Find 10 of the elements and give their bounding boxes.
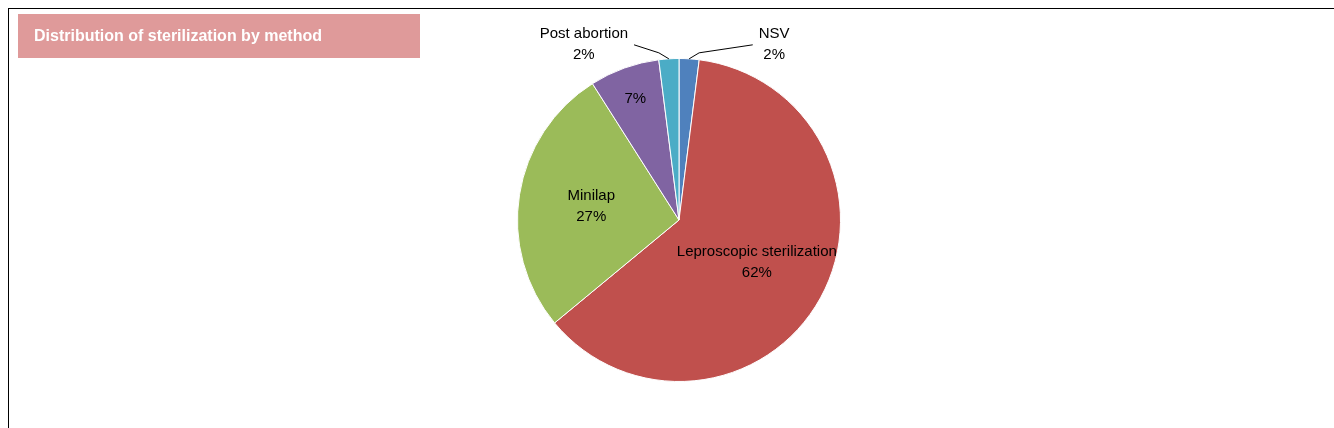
text: Distribution of sterilization by method xyxy=(18,14,420,58)
data-label: 2% xyxy=(763,45,785,63)
slice-label: Minilap xyxy=(567,185,616,203)
slice-label: NSV xyxy=(758,24,790,42)
data-label: 62% xyxy=(741,263,772,281)
data-label: 2% xyxy=(573,45,595,63)
slice-label: Post abortion xyxy=(539,24,629,42)
data-label: 27% xyxy=(576,206,607,224)
data-label: 7% xyxy=(624,88,647,106)
slice-label: Leproscopic sterilization xyxy=(676,242,837,260)
